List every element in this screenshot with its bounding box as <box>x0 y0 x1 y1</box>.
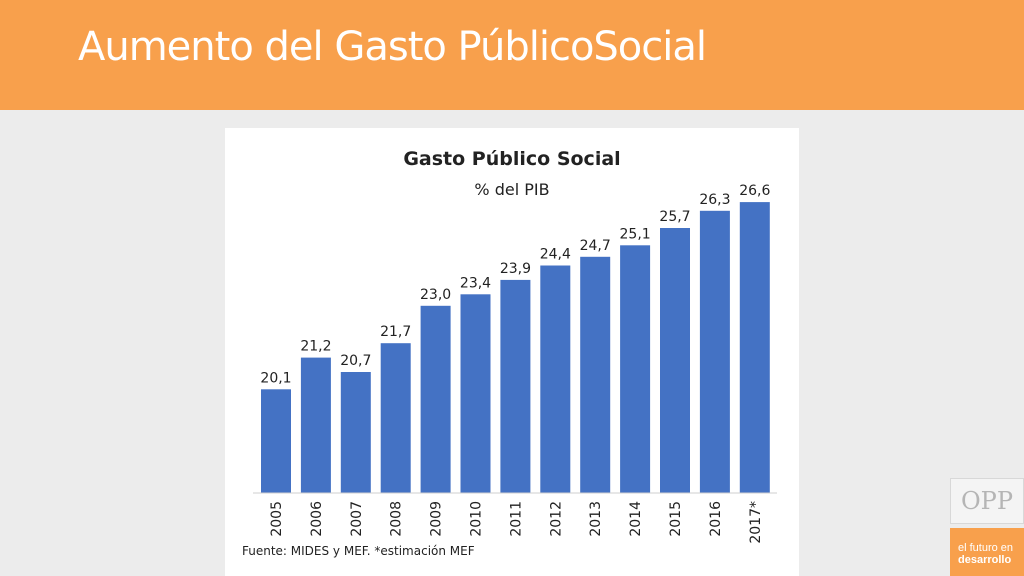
logo-text: OPP <box>961 487 1013 515</box>
bar-2005 <box>261 389 291 493</box>
chart-title: Gasto Público Social <box>403 148 621 170</box>
bar-2015 <box>660 228 690 493</box>
x-tick-2005: 2005 <box>269 501 285 537</box>
bar-2006 <box>300 357 331 493</box>
x-tick-2012: 2012 <box>548 501 564 537</box>
chart-card: Gasto Público Social % del PIB 20,1 2005 2… <box>225 128 799 576</box>
x-tick-2007: 2007 <box>349 501 365 537</box>
opp-logo: OPP <box>950 478 1024 524</box>
x-tick-2014: 2014 <box>628 501 644 537</box>
x-tick-2008: 2008 <box>389 501 405 537</box>
bar-2011 <box>500 279 531 493</box>
header-bar: Aumento del Gasto PúblicoSocial <box>0 0 1024 110</box>
data-label-2012: 24,4 <box>540 247 571 263</box>
x-tick-2016: 2016 <box>708 501 724 537</box>
data-label-2011: 23,9 <box>500 261 531 277</box>
data-label-2014: 25,1 <box>620 226 651 242</box>
data-label-2010: 23,4 <box>460 275 491 291</box>
bar-2017* <box>739 202 770 493</box>
data-label-2009: 23,0 <box>420 287 451 303</box>
data-label-2013: 24,7 <box>580 238 611 254</box>
x-tick-2013: 2013 <box>588 501 604 537</box>
data-label-2006: 21,2 <box>300 339 331 355</box>
slide-title: Aumento del Gasto PúblicoSocial <box>78 24 707 70</box>
data-label-2017*: 26,6 <box>739 183 770 199</box>
data-label-2016: 26,3 <box>699 192 730 208</box>
bar-2009 <box>420 305 451 493</box>
data-label-2015: 25,7 <box>659 209 690 225</box>
bar-2012 <box>540 265 571 493</box>
data-label-2007: 20,7 <box>340 353 371 369</box>
data-label-2008: 21,7 <box>380 324 411 340</box>
tagline-line1: el futuro en <box>958 542 1014 554</box>
x-tick-2017*: 2017* <box>748 501 764 544</box>
tagline-line2: desarrollo <box>958 554 1012 566</box>
chart-source: Fuente: MIDES y MEF. *estimación MEF <box>242 544 475 558</box>
x-tick-2011: 2011 <box>508 501 524 537</box>
x-tick-2010: 2010 <box>469 501 485 537</box>
data-label-2005: 20,1 <box>260 370 291 386</box>
x-tick-2006: 2006 <box>309 501 325 537</box>
chart-subtitle: % del PIB <box>474 180 550 199</box>
bar-2010 <box>460 294 491 493</box>
bar-2016 <box>699 210 730 494</box>
x-tick-2009: 2009 <box>429 501 445 537</box>
x-tick-2015: 2015 <box>668 501 684 537</box>
bar-2014 <box>620 245 651 493</box>
bar-2008 <box>380 343 411 493</box>
bar-2013 <box>580 256 611 493</box>
bar-chart: 20,1 2005 21,2 2006 20,7 2007 21,7 2008 23,0 2009… <box>253 183 777 544</box>
bar-2007 <box>340 372 371 493</box>
tagline-box: el futuro en desarrollo <box>950 528 1024 576</box>
